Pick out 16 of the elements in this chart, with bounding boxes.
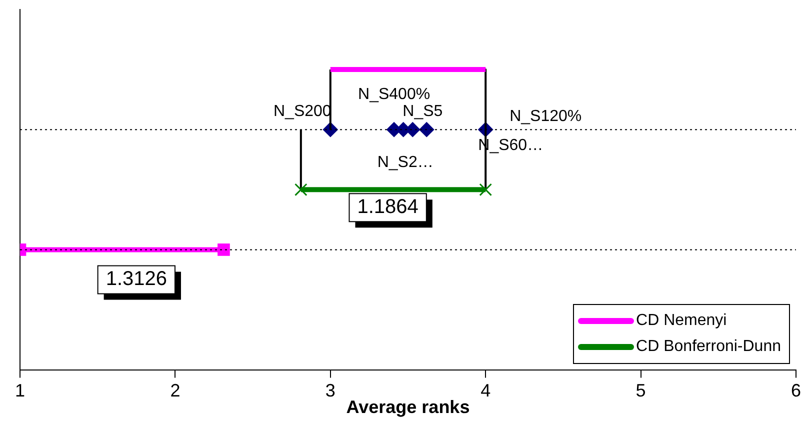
annotation: 1.1864 [357, 196, 418, 218]
annotation: N_S400% [358, 86, 430, 104]
x-tick-label: 1 [14, 380, 26, 401]
annotation: 1.3126 [106, 268, 167, 290]
legend-label: CD Bonferroni-Dunn [636, 338, 781, 356]
annotation: N_S5 [402, 103, 443, 120]
x-axis-title: Average ranks [346, 397, 470, 418]
x-tick-label: 5 [636, 380, 646, 401]
annotation: N_S200 [273, 103, 332, 120]
annotation: N_S2… [377, 154, 434, 172]
x-tick-label: 3 [325, 380, 336, 401]
x-tick-label: 2 [170, 380, 180, 401]
x-tick-label: 6 [790, 380, 802, 401]
x-tick-label: 4 [480, 380, 491, 401]
legend-label: CD Nemenyi [636, 312, 727, 330]
annotation: N_S120% [510, 108, 582, 126]
